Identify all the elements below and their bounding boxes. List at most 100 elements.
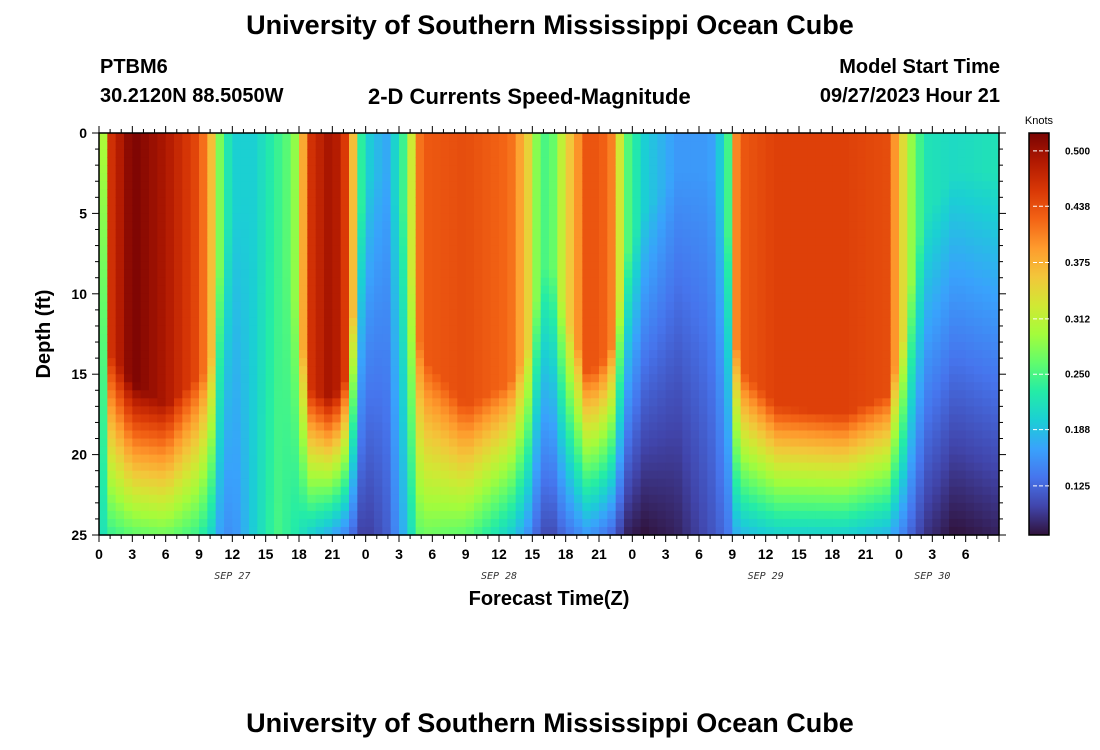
heatmap-cell — [174, 518, 183, 528]
model-start-value: 09/27/2023 Hour 21 — [819, 85, 1000, 107]
heatmap-cell — [574, 245, 583, 255]
heatmap-cell — [532, 293, 542, 303]
heatmap-cell — [282, 350, 292, 359]
heatmap-cell — [882, 382, 892, 391]
heatmap-cell — [857, 157, 867, 166]
heatmap-cell — [599, 382, 608, 391]
heatmap-cell — [374, 189, 383, 198]
heatmap-cell — [365, 293, 375, 303]
heatmap-cell — [99, 181, 108, 190]
heatmap-cell — [732, 293, 742, 303]
heatmap-cell — [665, 237, 675, 247]
heatmap-cell — [582, 398, 592, 407]
heatmap-cell — [615, 261, 625, 271]
heatmap-cell — [374, 133, 383, 142]
heatmap-cell — [690, 374, 700, 383]
heatmap-cell — [690, 438, 700, 448]
heatmap-cell — [507, 293, 517, 303]
heatmap-cell — [474, 454, 483, 464]
heatmap-cell — [774, 438, 783, 448]
heatmap-cell — [349, 510, 358, 520]
heatmap-cell — [574, 197, 583, 206]
heatmap-cell — [365, 157, 375, 166]
heatmap-cell — [649, 189, 658, 198]
heatmap-cell — [390, 478, 400, 488]
heatmap-cell — [407, 181, 417, 190]
heatmap-cell — [649, 510, 658, 520]
heatmap-cell — [765, 317, 775, 327]
heatmap-cell — [765, 173, 775, 182]
heatmap-cell — [107, 486, 117, 496]
heatmap-cell — [215, 478, 225, 488]
heatmap-cell — [674, 165, 683, 174]
heatmap-cell — [307, 277, 317, 287]
heatmap-cell — [857, 133, 867, 142]
heatmap-cell — [507, 189, 517, 198]
heatmap-cell — [215, 358, 225, 367]
heatmap-cell — [924, 237, 933, 247]
heatmap-cell — [332, 454, 342, 464]
heatmap-cell — [490, 253, 500, 263]
heatmap-cell — [507, 157, 517, 166]
heatmap-cell — [532, 470, 542, 480]
heatmap-cell — [349, 213, 358, 223]
heatmap-cell — [499, 350, 508, 359]
heatmap-cell — [107, 141, 117, 150]
heatmap-cell — [907, 317, 917, 327]
heatmap-cell — [274, 157, 283, 166]
heatmap-cell — [849, 253, 858, 263]
heatmap-cell — [407, 478, 417, 488]
heatmap-cell — [615, 213, 625, 223]
heatmap-cell — [99, 229, 108, 239]
heatmap-cell — [424, 406, 433, 415]
heatmap-cell — [407, 358, 417, 367]
heatmap-cell — [190, 133, 200, 142]
heatmap-cell — [657, 221, 667, 231]
heatmap-cell — [307, 141, 317, 150]
heatmap-cell — [115, 358, 125, 367]
heatmap-cell — [424, 446, 433, 456]
heatmap-cell — [707, 406, 717, 415]
heatmap-cell — [665, 478, 675, 488]
heatmap-cell — [882, 454, 892, 464]
heatmap-cell — [282, 438, 292, 448]
heatmap-cell — [674, 197, 683, 206]
heatmap-cell — [599, 205, 608, 214]
heatmap-cell — [315, 213, 325, 223]
heatmap-cell — [265, 430, 275, 440]
heatmap-cell — [199, 382, 208, 391]
heatmap-cell — [807, 430, 817, 440]
heatmap-cell — [732, 486, 742, 496]
heatmap-cell — [115, 510, 125, 520]
heatmap-cell — [815, 470, 825, 480]
heatmap-cell — [390, 462, 400, 472]
heatmap-cell — [474, 213, 483, 223]
heatmap-cell — [557, 221, 567, 231]
heatmap-cell — [707, 285, 717, 295]
heatmap-cell — [790, 157, 800, 166]
heatmap-cell — [132, 213, 142, 223]
heatmap-cell — [665, 526, 675, 536]
heatmap-cell — [307, 390, 317, 399]
heatmap-cell — [415, 213, 425, 223]
heatmap-cell — [915, 358, 925, 367]
heatmap-cell — [249, 526, 258, 536]
heatmap-cell — [340, 133, 350, 142]
heatmap-cell — [807, 358, 817, 367]
heatmap-cell — [107, 334, 117, 343]
heatmap-cell — [465, 414, 475, 424]
heatmap-cell — [165, 430, 175, 440]
heatmap-cell — [765, 478, 775, 488]
heatmap-cell — [240, 293, 250, 303]
heatmap-cell — [415, 269, 425, 279]
heatmap-cell — [232, 470, 242, 480]
heatmap-cell — [574, 446, 583, 456]
heatmap-cell — [515, 406, 525, 415]
heatmap-cell — [907, 510, 917, 520]
heatmap-cell — [382, 510, 392, 520]
heatmap-cell — [140, 277, 150, 287]
heatmap-cell — [474, 390, 483, 399]
heatmap-cell — [790, 486, 800, 496]
heatmap-cell — [724, 398, 733, 407]
heatmap-cell — [815, 309, 825, 319]
